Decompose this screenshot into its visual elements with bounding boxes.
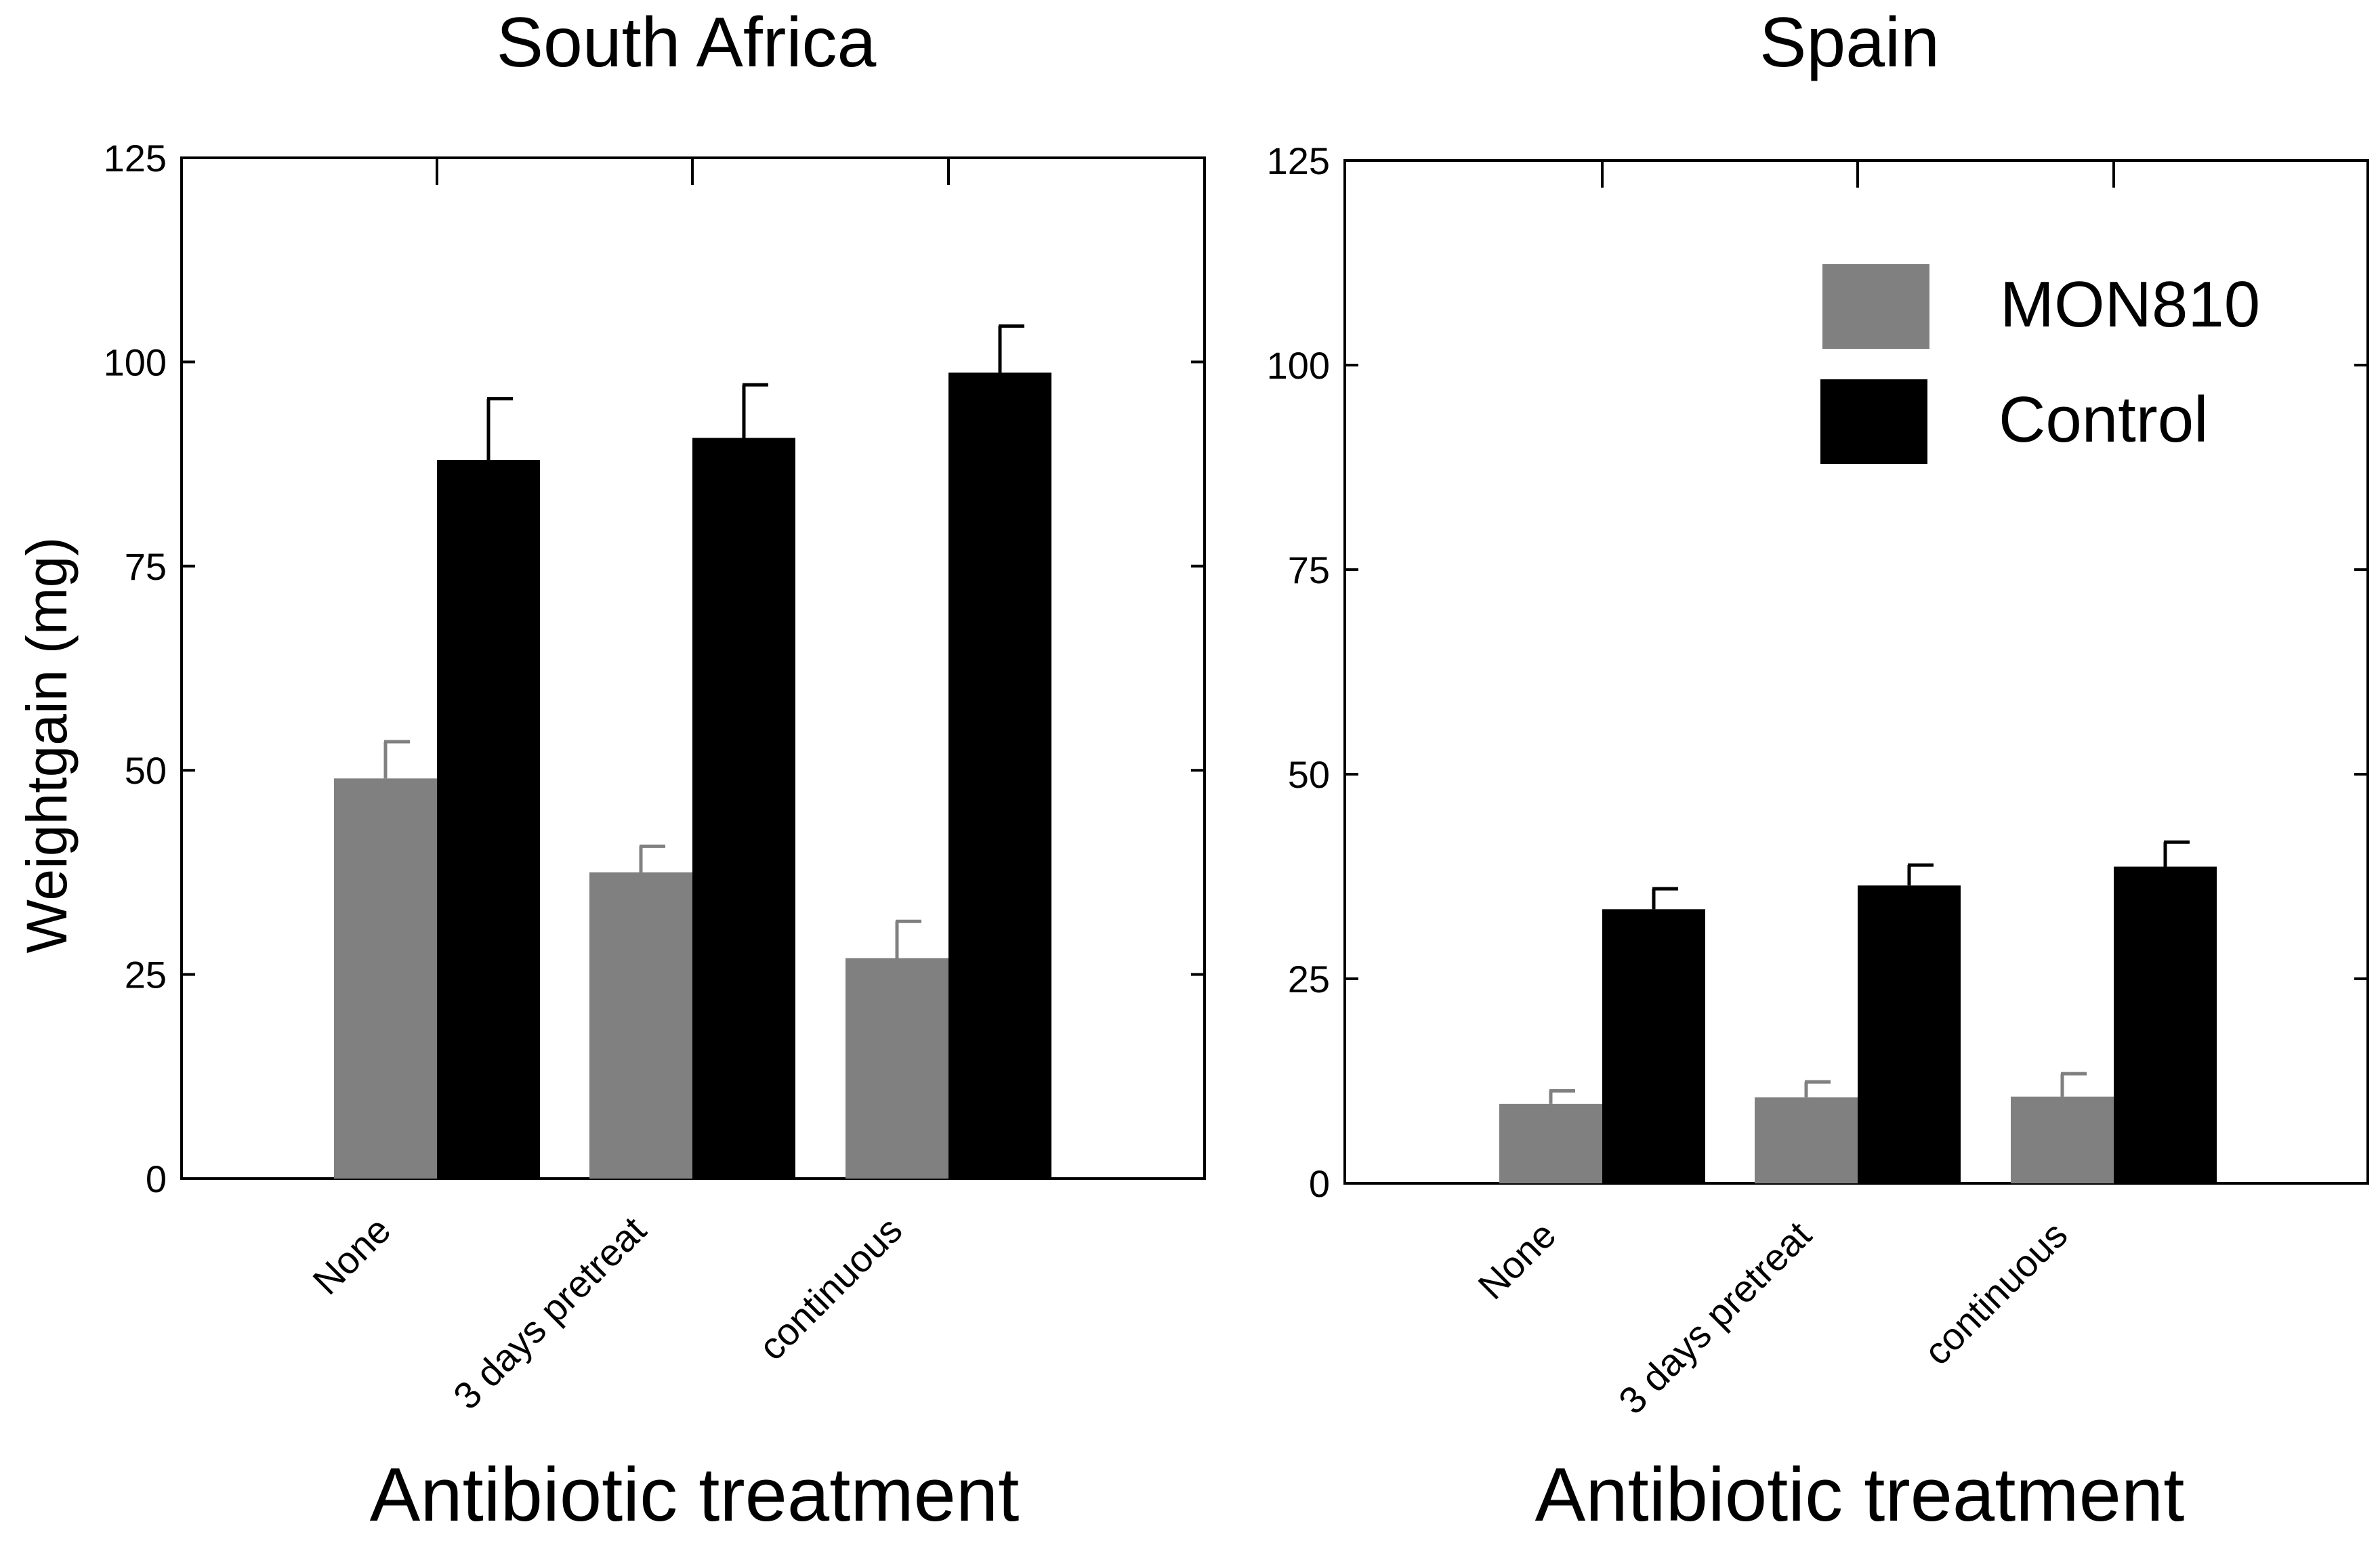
bar-mon810-1 bbox=[589, 872, 692, 1179]
panel-title: South Africa bbox=[497, 3, 877, 82]
x-axis-title: Antibiotic treatment bbox=[1535, 1452, 2185, 1537]
y-tick-label: 100 bbox=[104, 341, 167, 383]
legend: MON810 Control bbox=[1820, 264, 2260, 464]
category-label-0: None bbox=[1469, 1213, 1564, 1307]
y-tick-label: 125 bbox=[104, 137, 167, 179]
y-tick-label: 25 bbox=[1288, 958, 1330, 1000]
y-tick-label: 50 bbox=[125, 749, 167, 792]
bar-mon810-2 bbox=[845, 958, 948, 1179]
legend-swatch-control bbox=[1820, 379, 1927, 464]
bar-control-0 bbox=[437, 460, 540, 1179]
category-label-2: continuous bbox=[1915, 1213, 2075, 1373]
bar-mon810-2 bbox=[2011, 1096, 2114, 1183]
y-tick-label: 50 bbox=[1288, 753, 1330, 796]
y-tick-label: 0 bbox=[146, 1158, 167, 1200]
bar-mon810-1 bbox=[1755, 1097, 1858, 1183]
legend-label-mon810: MON810 bbox=[2000, 268, 2260, 341]
bar-control-2 bbox=[948, 373, 1051, 1179]
category-label-1: 3 days pretreat bbox=[445, 1208, 654, 1418]
y-tick-label: 125 bbox=[1267, 140, 1330, 182]
bar-control-1 bbox=[692, 438, 795, 1179]
bar-control-2 bbox=[2114, 866, 2217, 1183]
y-tick-label: 75 bbox=[1288, 549, 1330, 591]
y-axis-title: Weightgain (mg) bbox=[15, 537, 79, 954]
x-axis-title: Antibiotic treatment bbox=[370, 1452, 1020, 1537]
panel-spain: Spain Antibiotic treatment 0 25 50 75 100 125… bbox=[1267, 3, 2369, 1537]
legend-label-control: Control bbox=[1999, 383, 2208, 456]
y-tick-label: 25 bbox=[125, 954, 167, 996]
y-tick-label: 75 bbox=[125, 545, 167, 588]
category-label-1: 3 days pretreat bbox=[1610, 1213, 1820, 1422]
y-tick-label: 0 bbox=[1309, 1162, 1330, 1205]
panel-south-africa: South Africa Weightgain (mg) Antibiotic … bbox=[15, 3, 1206, 1537]
bar-control-0 bbox=[1602, 909, 1705, 1183]
category-label-0: None bbox=[304, 1208, 398, 1303]
category-label-2: continuous bbox=[750, 1208, 910, 1368]
bar-control-1 bbox=[1858, 885, 1961, 1183]
legend-swatch-mon810 bbox=[1822, 264, 1929, 349]
panel-title: Spain bbox=[1759, 3, 1940, 82]
bar-mon810-0 bbox=[334, 778, 437, 1179]
y-tick-label: 100 bbox=[1267, 344, 1330, 387]
plot-area: 0 25 50 75 100 125 None 3 days pretreat continuo… bbox=[104, 137, 1206, 1418]
bar-mon810-0 bbox=[1499, 1103, 1602, 1183]
